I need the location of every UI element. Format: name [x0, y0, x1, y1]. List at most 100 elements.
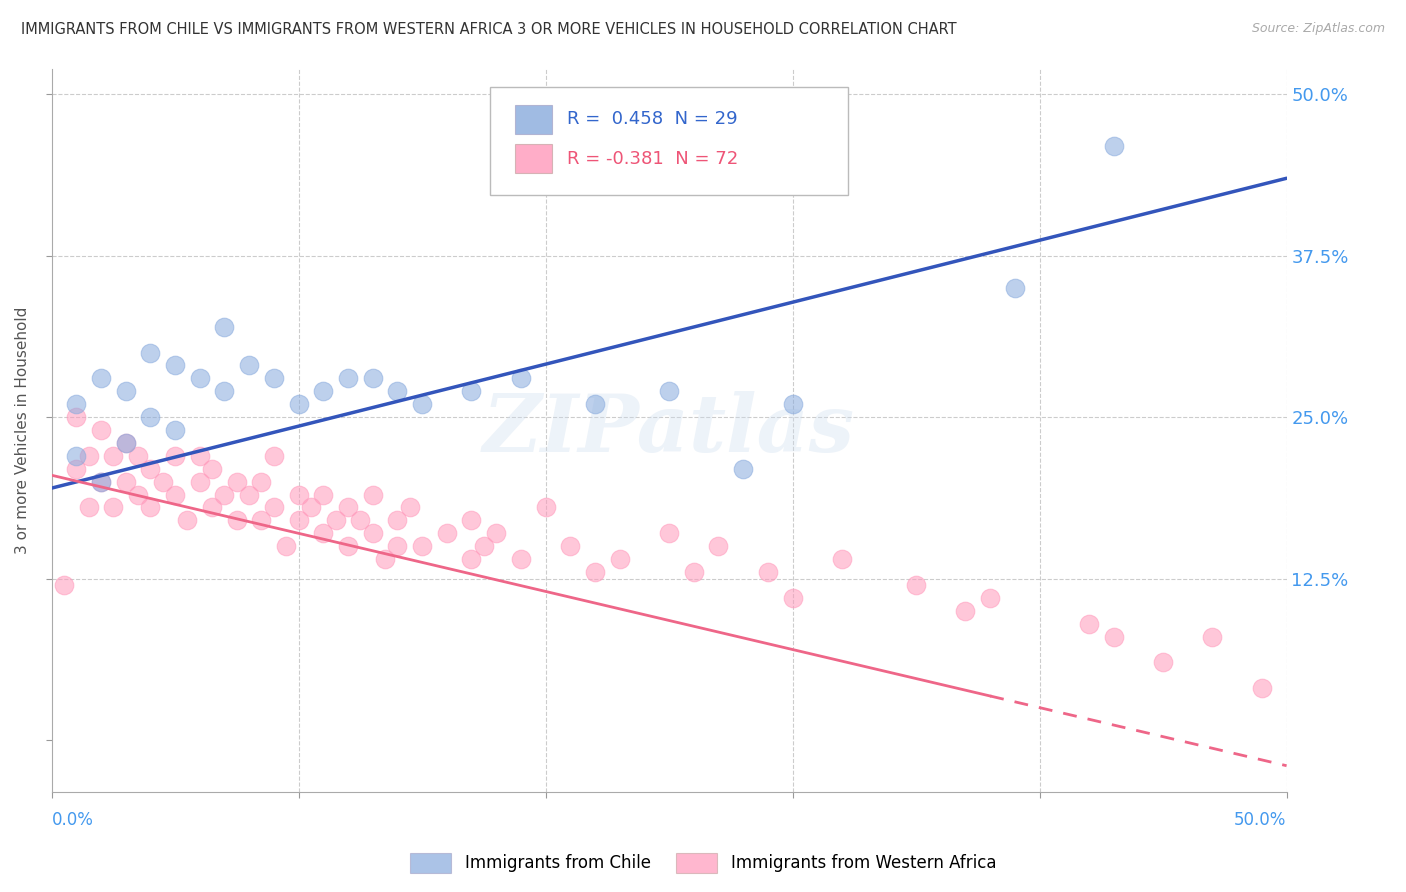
Point	[682, 565, 704, 579]
Point	[361, 487, 384, 501]
Point	[163, 359, 186, 373]
Point	[336, 539, 359, 553]
Point	[139, 500, 162, 515]
Point	[287, 513, 309, 527]
Point	[979, 591, 1001, 605]
Legend: Immigrants from Chile, Immigrants from Western Africa: Immigrants from Chile, Immigrants from W…	[404, 847, 1002, 880]
Point	[77, 449, 100, 463]
Point	[90, 475, 112, 489]
Point	[411, 539, 433, 553]
Point	[52, 578, 75, 592]
Point	[287, 397, 309, 411]
Point	[90, 423, 112, 437]
Point	[509, 371, 531, 385]
Point	[188, 371, 211, 385]
Point	[1078, 616, 1101, 631]
Point	[299, 500, 322, 515]
Point	[349, 513, 371, 527]
Point	[374, 552, 396, 566]
Point	[201, 500, 224, 515]
Point	[1152, 656, 1174, 670]
Point	[1201, 630, 1223, 644]
Point	[756, 565, 779, 579]
Point	[460, 552, 482, 566]
Point	[361, 371, 384, 385]
Y-axis label: 3 or more Vehicles in Household: 3 or more Vehicles in Household	[15, 306, 30, 554]
Point	[560, 539, 582, 553]
Point	[65, 397, 87, 411]
Point	[201, 462, 224, 476]
Point	[250, 475, 273, 489]
Point	[782, 397, 804, 411]
Point	[955, 604, 977, 618]
Point	[225, 513, 247, 527]
Point	[127, 487, 149, 501]
Text: IMMIGRANTS FROM CHILE VS IMMIGRANTS FROM WESTERN AFRICA 3 OR MORE VEHICLES IN HO: IMMIGRANTS FROM CHILE VS IMMIGRANTS FROM…	[21, 22, 956, 37]
Point	[1102, 139, 1125, 153]
Point	[609, 552, 631, 566]
Text: Source: ZipAtlas.com: Source: ZipAtlas.com	[1251, 22, 1385, 36]
Point	[733, 462, 755, 476]
Point	[387, 384, 409, 399]
Point	[114, 436, 136, 450]
Point	[163, 487, 186, 501]
Point	[411, 397, 433, 411]
Text: R = -0.381  N = 72: R = -0.381 N = 72	[567, 150, 738, 168]
Point	[103, 449, 125, 463]
Point	[905, 578, 928, 592]
Point	[460, 513, 482, 527]
Point	[65, 410, 87, 425]
Point	[387, 539, 409, 553]
Point	[127, 449, 149, 463]
Point	[276, 539, 298, 553]
Text: ZIPatlas: ZIPatlas	[484, 392, 855, 469]
Text: 0.0%: 0.0%	[52, 811, 93, 829]
Point	[583, 565, 606, 579]
FancyBboxPatch shape	[515, 145, 551, 173]
Point	[188, 475, 211, 489]
Point	[583, 397, 606, 411]
Point	[312, 526, 335, 541]
Point	[114, 475, 136, 489]
Point	[398, 500, 420, 515]
Point	[263, 449, 285, 463]
Point	[263, 371, 285, 385]
Point	[263, 500, 285, 515]
Point	[188, 449, 211, 463]
FancyBboxPatch shape	[515, 104, 551, 134]
Point	[163, 423, 186, 437]
Point	[77, 500, 100, 515]
Point	[509, 552, 531, 566]
Point	[436, 526, 458, 541]
Point	[103, 500, 125, 515]
Point	[238, 359, 260, 373]
Point	[361, 526, 384, 541]
Point	[163, 449, 186, 463]
Point	[325, 513, 347, 527]
Point	[214, 384, 236, 399]
Text: 50.0%: 50.0%	[1234, 811, 1286, 829]
Point	[1102, 630, 1125, 644]
Point	[1250, 681, 1272, 696]
Point	[336, 500, 359, 515]
Point	[312, 487, 335, 501]
Point	[707, 539, 730, 553]
Point	[139, 410, 162, 425]
Point	[312, 384, 335, 399]
Point	[139, 345, 162, 359]
Point	[287, 487, 309, 501]
Point	[225, 475, 247, 489]
Point	[658, 384, 681, 399]
Point	[65, 462, 87, 476]
Point	[782, 591, 804, 605]
Point	[534, 500, 557, 515]
Point	[1004, 281, 1026, 295]
Point	[658, 526, 681, 541]
Point	[139, 462, 162, 476]
Point	[114, 384, 136, 399]
Point	[831, 552, 853, 566]
Point	[114, 436, 136, 450]
Point	[472, 539, 495, 553]
Point	[176, 513, 198, 527]
Point	[250, 513, 273, 527]
